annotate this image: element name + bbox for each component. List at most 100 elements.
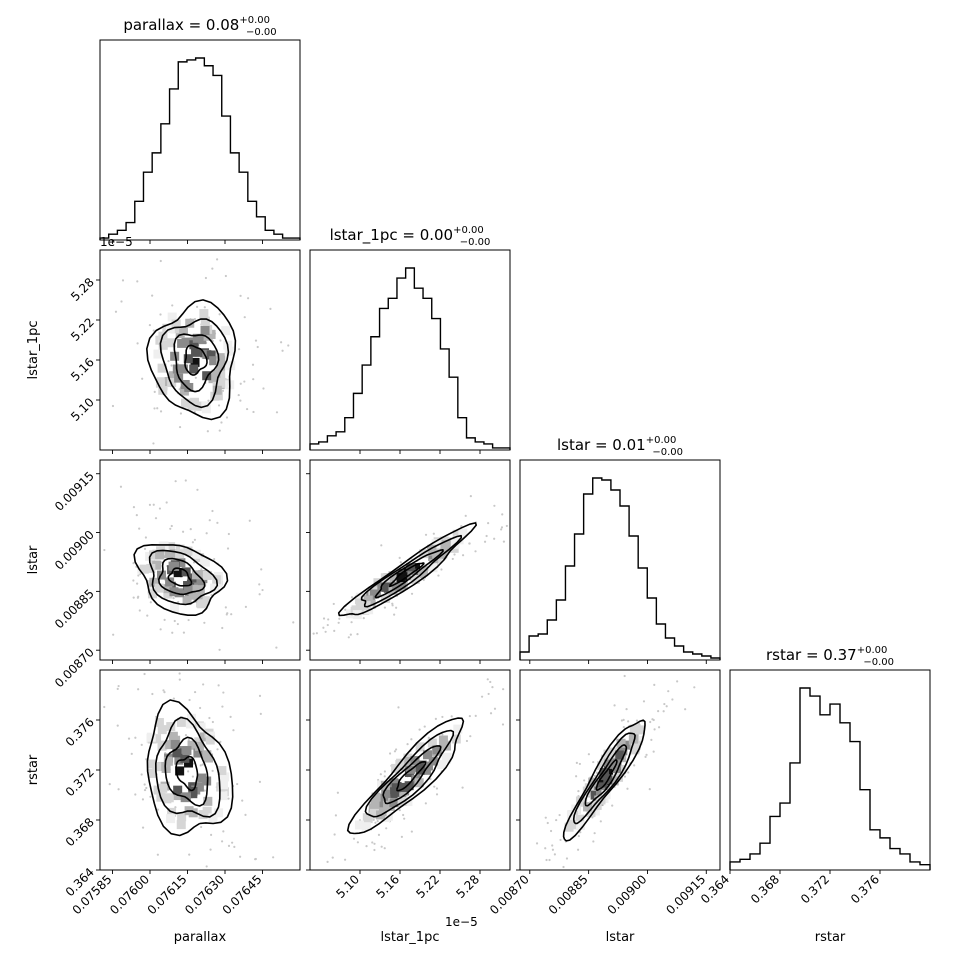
sample-point <box>193 538 197 541</box>
sample-point <box>380 544 383 547</box>
density-cell <box>355 598 365 608</box>
sample-point <box>501 723 505 726</box>
density-cell <box>170 351 180 361</box>
sample-point <box>158 507 162 510</box>
density-cell <box>147 768 157 778</box>
sample-point <box>437 574 440 577</box>
sample-point <box>334 814 338 817</box>
title-main: lstar = 0.01 <box>557 436 646 454</box>
sample-point <box>191 775 195 778</box>
sample-point <box>111 404 115 408</box>
histogram-rstar: rstar = 0.37+0.00 −0.00 <box>729 645 931 871</box>
density-cell <box>155 378 165 388</box>
sample-point <box>502 688 505 691</box>
density-cell <box>381 789 391 799</box>
contour-level-2 <box>158 557 206 596</box>
density-cell <box>380 780 390 790</box>
sample-point <box>275 411 279 414</box>
density-cell <box>180 398 190 408</box>
sample-point <box>501 513 504 516</box>
sample-point <box>170 524 173 528</box>
sample-point <box>136 342 139 345</box>
sample-point <box>167 360 170 363</box>
sample-point <box>218 648 221 651</box>
density-cell <box>158 783 168 793</box>
sample-point <box>548 858 551 862</box>
density-cell <box>603 749 613 759</box>
histogram-step-parallax <box>99 57 301 240</box>
density-cell <box>596 795 606 805</box>
sample-point <box>322 617 326 620</box>
sample-point <box>132 506 136 509</box>
y-tick-label: 0.372 <box>63 765 97 799</box>
x-tick-label: 0.00900 <box>605 872 650 917</box>
sample-point <box>138 609 141 612</box>
sample-point <box>648 788 651 791</box>
x-tick-label: 0.00885 <box>546 872 591 917</box>
sample-point <box>141 377 144 380</box>
sample-point <box>410 738 413 741</box>
contour-level-1 <box>175 755 199 792</box>
sample-point <box>221 626 224 630</box>
density-cell <box>188 808 198 818</box>
sample-point <box>216 748 219 751</box>
sample-point <box>327 618 330 621</box>
density-cell <box>370 799 380 809</box>
sample-point <box>239 294 242 297</box>
sample-point <box>254 858 257 861</box>
sample-point <box>393 750 397 753</box>
density-cell <box>158 340 168 350</box>
density-cell <box>203 796 213 806</box>
sample-point <box>583 779 586 782</box>
density-cell <box>177 812 187 822</box>
density-cell <box>166 814 176 824</box>
sample-point <box>500 526 504 529</box>
sample-point <box>153 407 156 410</box>
sample-point <box>172 597 175 600</box>
sample-point <box>251 363 255 366</box>
sample-point <box>663 702 666 706</box>
sample-point <box>179 412 183 415</box>
sample-point <box>198 706 202 710</box>
sample-point <box>205 865 208 868</box>
sample-point <box>144 536 147 539</box>
density-cell <box>192 333 202 343</box>
sample-point <box>159 410 163 413</box>
density-cell <box>391 783 401 793</box>
sample-point <box>474 550 477 553</box>
density-cell <box>152 560 162 570</box>
sample-point <box>203 306 206 309</box>
sample-point <box>209 848 212 851</box>
x-tick-label: 0.07630 <box>182 872 227 917</box>
panel-parallax-vs-lstar <box>99 459 301 661</box>
sample-point <box>112 633 115 636</box>
sample-point <box>535 842 539 845</box>
sample-point <box>337 621 340 624</box>
density-cell <box>176 820 186 830</box>
x-tick-label: 0.00870 <box>487 872 532 917</box>
sample-point <box>260 568 263 571</box>
sample-point <box>174 806 177 809</box>
density-cell <box>200 316 210 326</box>
sample-point <box>211 509 214 513</box>
sample-point <box>344 608 347 611</box>
density-cell <box>630 743 640 753</box>
title-sub: −0.00 <box>246 27 277 38</box>
sample-point <box>365 845 368 848</box>
sample-point <box>178 425 182 429</box>
sample-point <box>216 258 219 261</box>
sample-point <box>505 524 508 528</box>
sample-point <box>177 600 180 604</box>
sample-point <box>221 705 224 708</box>
density-cell <box>198 570 208 580</box>
title-sup: +0.00 <box>453 225 484 236</box>
sample-point <box>383 847 386 850</box>
sample-point <box>565 857 569 860</box>
sample-point <box>196 488 199 491</box>
density-cell <box>217 766 227 776</box>
sample-point <box>159 313 162 316</box>
density-cell <box>567 819 577 829</box>
density-cell <box>173 568 183 578</box>
sample-point <box>245 407 249 411</box>
sample-point <box>229 715 232 718</box>
